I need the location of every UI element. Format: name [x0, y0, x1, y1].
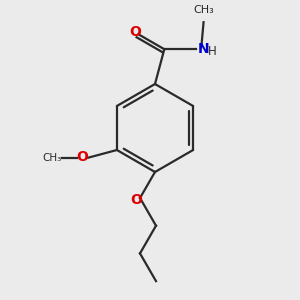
Text: O: O — [129, 25, 141, 39]
Text: O: O — [76, 150, 88, 164]
Text: CH₃: CH₃ — [193, 5, 214, 15]
Text: H: H — [208, 45, 217, 58]
Text: CH₃: CH₃ — [42, 153, 62, 163]
Text: O: O — [130, 193, 142, 207]
Text: N: N — [197, 42, 209, 56]
